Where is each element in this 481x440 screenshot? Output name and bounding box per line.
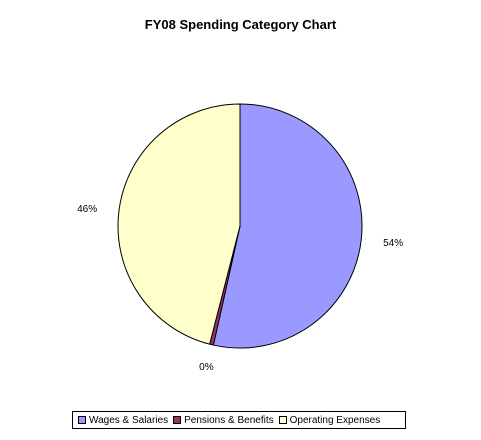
data-label-pensions-benefits: 0%: [199, 362, 214, 373]
pie-slice-wages-salaries: [212, 103, 363, 349]
chart-title: FY08 Spending Category Chart: [144, 17, 337, 32]
legend: Wages & Salaries Pensions & Benefits Ope…: [72, 411, 406, 429]
data-label-wages-salaries: 54%: [383, 238, 403, 249]
legend-label-operating-expenses: Operating Expenses: [289, 414, 381, 426]
legend-item-wages-salaries: Wages & Salaries: [78, 415, 168, 426]
legend-swatch-pensions-benefits: [173, 416, 182, 424]
legend-swatch-wages-salaries: [78, 416, 86, 424]
legend-item-pensions-benefits: Pensions & Benefits: [173, 415, 274, 426]
pie-slice-operating-expenses: [117, 103, 241, 345]
legend-label-wages-salaries: Wages & Salaries: [89, 414, 169, 426]
legend-swatch-operating-expenses: [278, 416, 287, 424]
legend-label-pensions-benefits: Pensions & Benefits: [184, 414, 274, 426]
legend-item-operating-expenses: Operating Expenses: [278, 414, 381, 426]
data-label-operating-expenses: 46%: [77, 204, 97, 215]
